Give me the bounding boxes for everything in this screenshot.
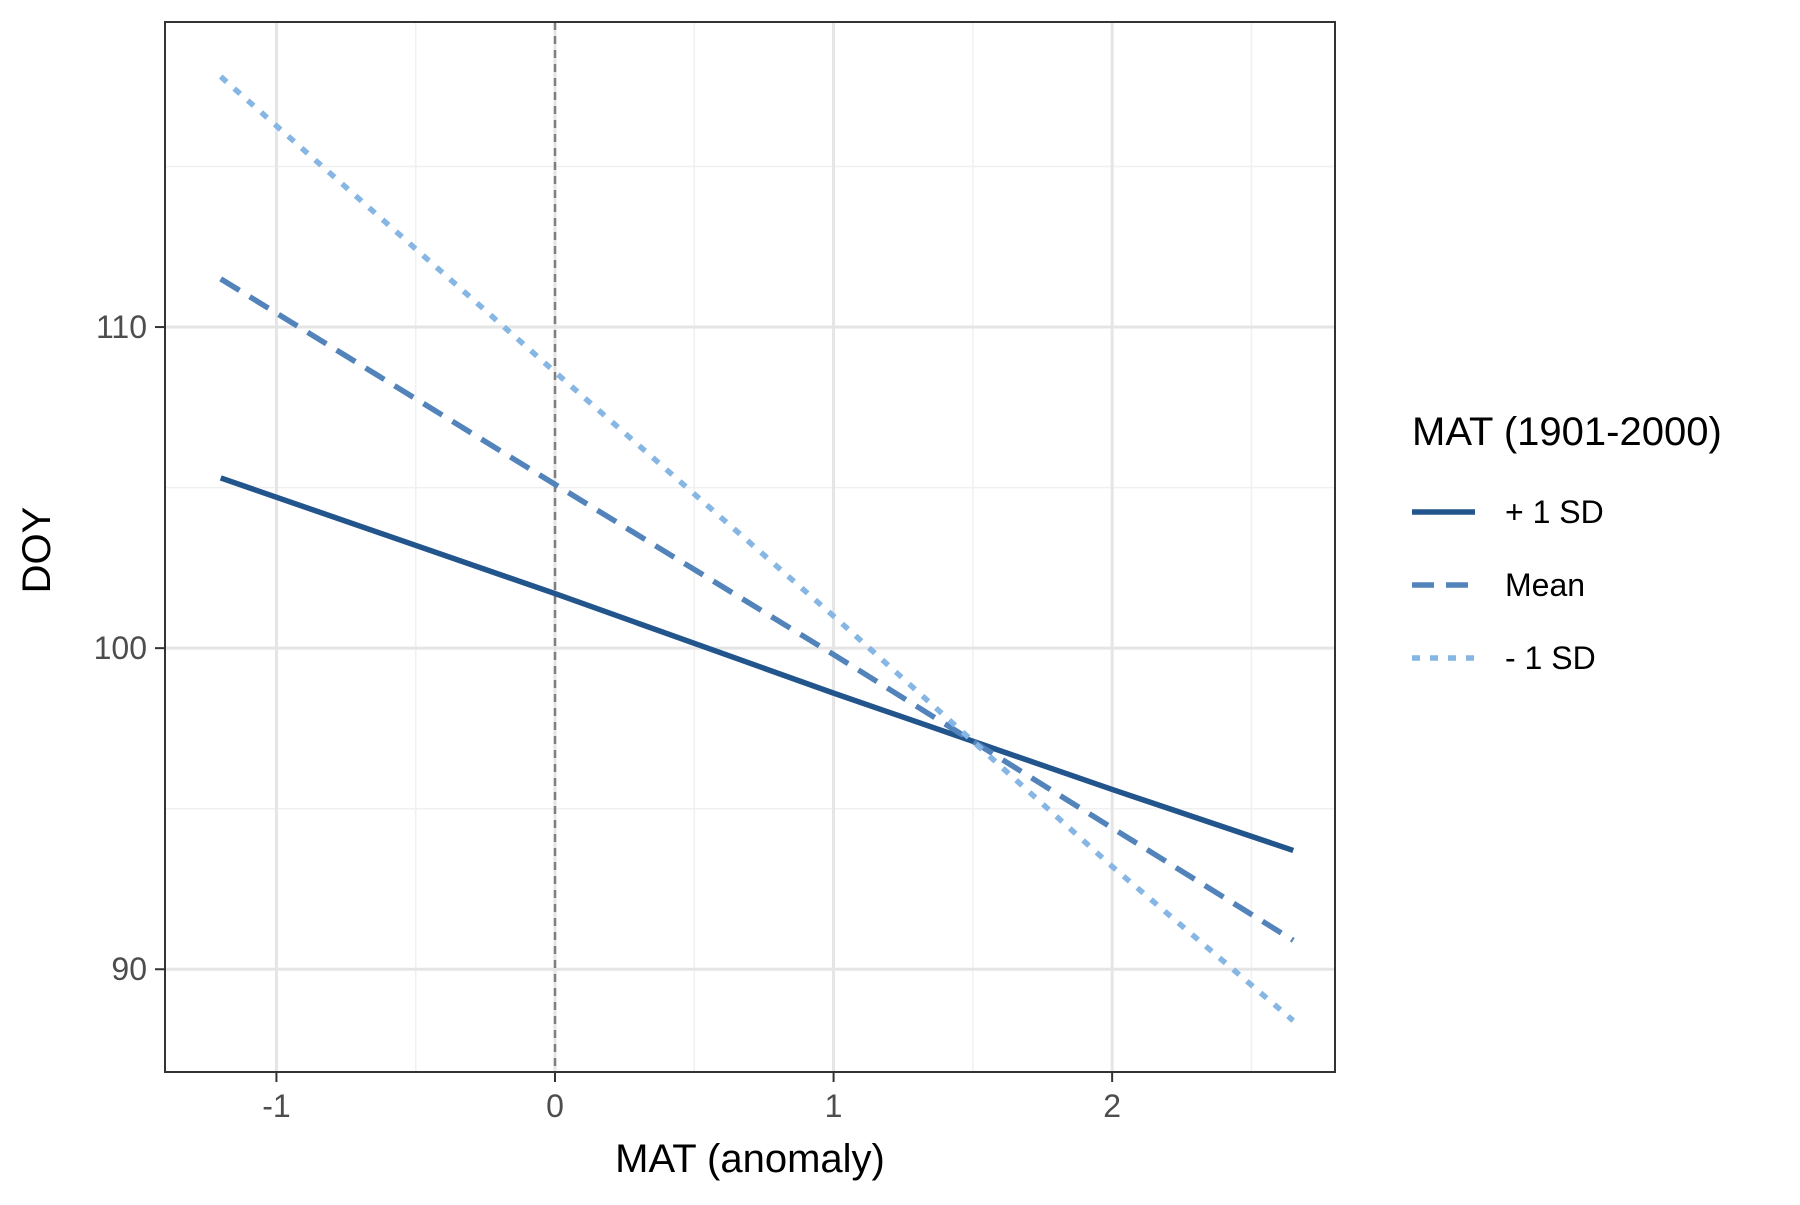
series-line-2 xyxy=(219,276,1295,943)
legend-title: MAT (1901-2000) xyxy=(1412,410,1722,454)
x-axis-title: MAT (anomaly) xyxy=(615,1137,885,1181)
legend-item: Mean xyxy=(1412,567,1585,603)
legend-label-3: - 1 SD xyxy=(1505,640,1596,676)
axis-ticks xyxy=(155,326,1114,1082)
series-line-3 xyxy=(218,74,1295,1023)
x-tick-label: -1 xyxy=(262,1088,290,1124)
panel-border xyxy=(164,21,1336,1073)
y-axis-title: DOY xyxy=(15,507,59,594)
y-tick-label: 90 xyxy=(111,951,147,987)
legend-item: + 1 SD xyxy=(1412,494,1604,530)
y-tick-label: 110 xyxy=(96,309,147,345)
legend-items: + 1 SD Mean - 1 SD xyxy=(1412,494,1604,676)
series-line-1 xyxy=(219,475,1295,854)
x-tick-label: 0 xyxy=(546,1088,564,1124)
legend-label-1: + 1 SD xyxy=(1505,494,1604,530)
x-tick-label: 2 xyxy=(1103,1088,1121,1124)
legend: MAT (1901-2000) + 1 SD Mean - 1 SD xyxy=(1412,410,1722,676)
series-layer xyxy=(218,74,1295,1023)
y-tick-label: 100 xyxy=(94,630,147,666)
minor-grid xyxy=(165,22,1335,1072)
tick-labels: -1 0 1 2 90 100 110 xyxy=(94,309,1121,1124)
legend-item: - 1 SD xyxy=(1412,640,1596,676)
x-tick-label: 1 xyxy=(825,1088,843,1124)
major-grid xyxy=(165,22,1335,1072)
legend-label-2: Mean xyxy=(1505,567,1585,603)
